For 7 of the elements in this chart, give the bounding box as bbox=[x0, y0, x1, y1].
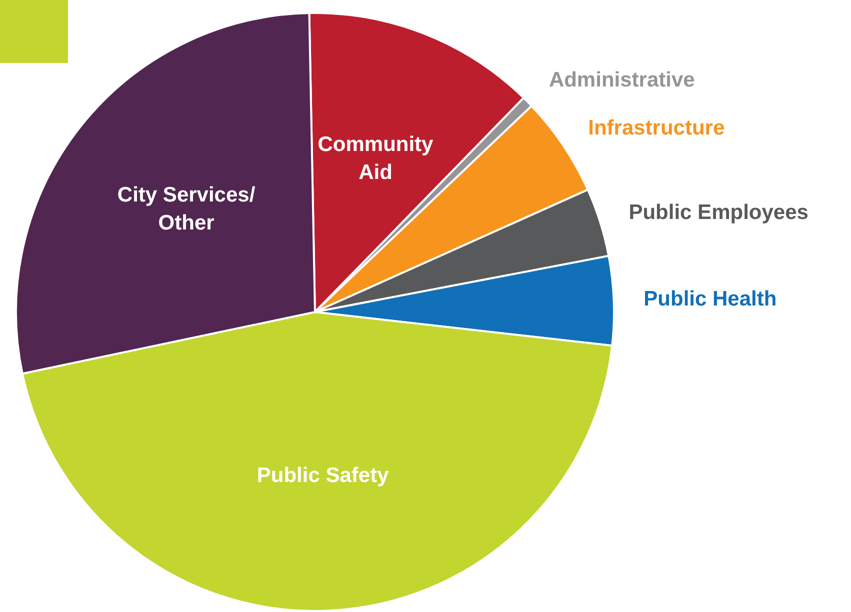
slice-label: Public Safety bbox=[256, 464, 390, 488]
slice-label: Community Aid bbox=[318, 132, 434, 184]
slice-label: Administrative bbox=[548, 68, 695, 92]
slice-label: Public Employees bbox=[628, 201, 808, 224]
slice-label: City Services/ Other bbox=[117, 183, 256, 234]
slice-label: Public Health bbox=[644, 287, 777, 310]
slice-label: Infrastructure bbox=[588, 116, 725, 140]
